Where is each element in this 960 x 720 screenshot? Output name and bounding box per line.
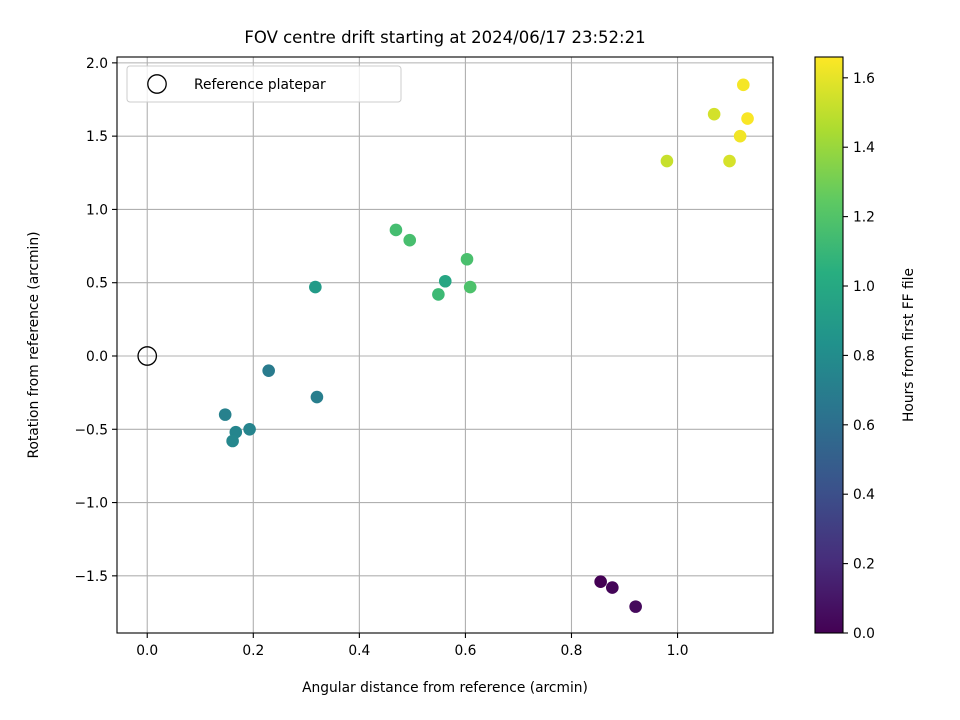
x-tick-label: 0.6 xyxy=(454,643,476,659)
scatter-point xyxy=(707,107,721,121)
reference-platepar-marker xyxy=(137,346,158,366)
y-tick-label: −0.5 xyxy=(74,422,108,438)
y-tick-label: 2.0 xyxy=(86,56,108,72)
colorbar-tick-label: 0.0 xyxy=(853,626,875,642)
data-points xyxy=(218,78,754,613)
scatter-point xyxy=(733,129,747,143)
scatter-point xyxy=(438,274,452,288)
y-tick-label: −1.0 xyxy=(74,496,108,512)
scatter-point xyxy=(262,364,275,377)
colorbar-tick-label: 0.6 xyxy=(853,418,875,434)
x-tick-label: 0.8 xyxy=(561,643,583,659)
y-tick-label: −1.5 xyxy=(74,569,108,585)
scatter-point xyxy=(389,223,403,237)
chart-title: FOV centre drift starting at 2024/06/17 … xyxy=(244,28,645,47)
colorbar-tick-label: 1.6 xyxy=(853,71,875,87)
x-axis-label: Angular distance from reference (arcmin) xyxy=(302,680,588,696)
y-tick-label: 0.0 xyxy=(86,349,108,365)
x-tick-label: 0.2 xyxy=(242,643,264,659)
y-tick-label: 1.0 xyxy=(86,202,108,218)
scatter-point xyxy=(741,112,754,125)
scatter-point xyxy=(460,252,474,266)
reference-marker-layer xyxy=(137,346,158,366)
scatter-point xyxy=(309,280,322,294)
grid-lines xyxy=(117,57,773,633)
scatter-point xyxy=(432,288,445,301)
scatter-point xyxy=(310,390,324,404)
scatter-point xyxy=(606,581,619,594)
legend-entry-reference-platepar: Reference platepar xyxy=(194,77,326,93)
legend-reference-marker xyxy=(147,74,167,94)
colorbar-label: Hours from first FF file xyxy=(901,268,917,422)
x-tick-label: 0.0 xyxy=(136,643,158,659)
scatter-point xyxy=(594,575,607,589)
scatter-point xyxy=(723,154,736,168)
colorbar-tick-label: 0.4 xyxy=(853,487,875,503)
colorbar-tick-label: 0.2 xyxy=(853,557,875,573)
y-tick-label: 0.5 xyxy=(86,276,108,292)
colorbar-tick-label: 1.2 xyxy=(853,210,875,226)
scatter-point xyxy=(629,600,642,613)
scatter-point xyxy=(226,434,239,448)
x-axis-ticks: 0.0 0.2 0.4 0.6 0.8 1.0 xyxy=(136,633,689,659)
scatter-point xyxy=(403,233,417,247)
scatter-point xyxy=(737,78,750,92)
x-tick-label: 0.4 xyxy=(348,643,370,659)
colorbar-ticks: 0.0 0.2 0.4 0.6 0.8 1.0 1.2 1.4 1.6 xyxy=(843,71,875,642)
scatter-point xyxy=(218,408,232,421)
colorbar-gradient xyxy=(814,56,844,634)
plot-frame xyxy=(116,56,774,634)
scatter-point xyxy=(243,422,256,436)
y-axis-label: Rotation from reference (arcmin) xyxy=(26,231,42,458)
y-axis-ticks: −1.5 −1.0 −0.5 0.0 0.5 1.0 1.5 2.0 xyxy=(74,56,117,585)
colorbar-tick-label: 0.8 xyxy=(853,348,875,364)
scatter-point xyxy=(660,154,674,168)
scatter-point xyxy=(463,280,477,294)
x-tick-label: 1.0 xyxy=(667,643,689,659)
y-tick-label: 1.5 xyxy=(86,129,108,145)
legend-box xyxy=(126,65,402,103)
colorbar: 0.0 0.2 0.4 0.6 0.8 1.0 1.2 1.4 1.6 Hours from f… xyxy=(814,56,917,642)
legend: Reference platepar xyxy=(126,65,402,103)
colorbar-tick-label: 1.0 xyxy=(853,279,875,295)
colorbar-tick-label: 1.4 xyxy=(853,140,875,156)
